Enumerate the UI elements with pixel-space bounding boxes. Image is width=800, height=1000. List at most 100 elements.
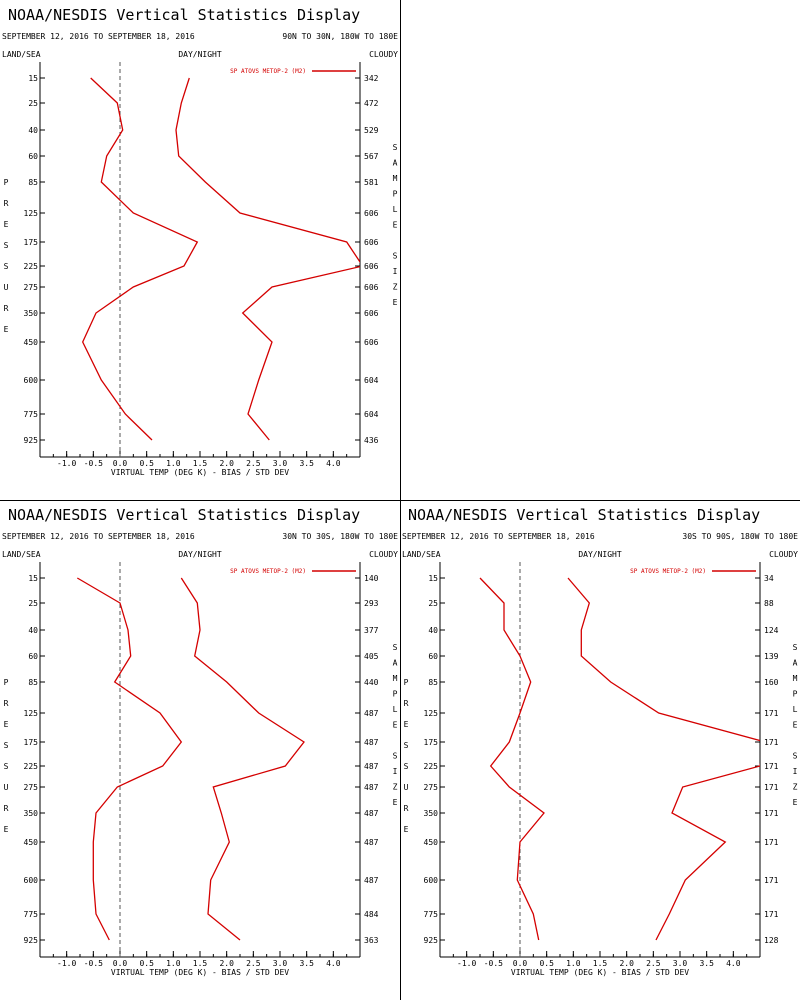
cloudy-label: CLOUDY [369, 550, 398, 559]
sample-size-label: 606 [364, 283, 379, 292]
x-tick-label: 1.0 [566, 959, 581, 968]
x-tick-label: 1.5 [193, 459, 208, 468]
sample-size-axis-letter: I [393, 267, 398, 276]
sample-size-axis-letter: L [793, 705, 798, 714]
x-tick-label: -1.0 [57, 459, 76, 468]
date-range: SEPTEMBER 12, 2016 TO SEPTEMBER 18, 2016 [2, 32, 195, 41]
sample-size-axis-letter: Z [393, 783, 398, 792]
sample-size-axis-letter: S [393, 752, 398, 761]
region-label: 90N TO 30N, 180W TO 180E [282, 32, 398, 41]
y-axis-label-letter: R [4, 699, 9, 708]
day-night-label: DAY/NIGHT [178, 50, 222, 59]
sample-size-label: 171 [764, 709, 779, 718]
pressure-tick-label: 15 [28, 74, 38, 83]
sample-size-label: 487 [364, 838, 379, 847]
pressure-tick-label: 175 [24, 238, 39, 247]
y-axis-label-letter: R [4, 304, 9, 313]
sample-size-axis-letter: M [393, 174, 398, 183]
pressure-tick-label: 15 [28, 574, 38, 583]
bias-line [76, 577, 183, 941]
x-tick-label: -0.5 [84, 459, 103, 468]
sample-size-label: 487 [364, 709, 379, 718]
sample-size-label: 487 [364, 762, 379, 771]
sample-size-label: 440 [364, 678, 379, 687]
sample-size-label: 377 [364, 626, 379, 635]
sample-size-label: 363 [364, 936, 379, 945]
sample-size-label: 405 [364, 652, 379, 661]
pressure-tick-label: 350 [24, 309, 39, 318]
sample-size-label: 171 [764, 783, 779, 792]
pressure-tick-label: 600 [24, 876, 39, 885]
land-sea-label: LAND/SEA [2, 50, 41, 59]
y-axis-label-letter: E [404, 720, 409, 729]
x-tick-label: -0.5 [484, 959, 503, 968]
pressure-tick-label: 925 [24, 436, 39, 445]
x-tick-label: 0.5 [139, 459, 154, 468]
pressure-tick-label: 275 [24, 783, 39, 792]
sample-size-label: 604 [364, 410, 379, 419]
x-tick-label: 1.0 [166, 459, 181, 468]
day-night-label: DAY/NIGHT [578, 550, 622, 559]
x-tick-label: 0.0 [113, 959, 128, 968]
x-tick-label: 2.5 [246, 459, 261, 468]
sample-size-label: 171 [764, 838, 779, 847]
pressure-tick-label: 775 [24, 410, 39, 419]
y-axis-label-letter: R [404, 699, 409, 708]
bias-line [81, 77, 199, 441]
sample-size-label: 436 [364, 436, 379, 445]
y-axis-label-letter: R [4, 199, 9, 208]
sample-size-axis-letter: E [393, 221, 398, 230]
sample-size-axis-letter: M [793, 674, 798, 683]
sample-size-axis-letter: S [393, 643, 398, 652]
chart-panels: NOAA/NESDIS Vertical Statistics Display S… [2, 6, 798, 977]
pressure-tick-label: 450 [24, 838, 39, 847]
y-axis-label-letter: U [404, 783, 409, 792]
legend-label: SP ATOVS METOP-2 (M2) [630, 568, 706, 575]
x-tick-label: 3.5 [699, 959, 714, 968]
sample-size-axis-letter: M [393, 674, 398, 683]
sample-size-label: 606 [364, 238, 379, 247]
x-tick-label: 3.5 [299, 459, 314, 468]
pressure-tick-label: 85 [28, 678, 38, 687]
x-tick-label: 3.0 [273, 959, 288, 968]
y-axis-label-letter: S [404, 741, 409, 750]
sample-size-label: 293 [364, 599, 379, 608]
sample-size-label: 342 [364, 74, 379, 83]
sample-size-label: 487 [364, 783, 379, 792]
x-tick-label: 0.5 [539, 959, 554, 968]
chart-title: NOAA/NESDIS Vertical Statistics Display [408, 506, 760, 524]
sample-size-label: 604 [364, 376, 379, 385]
y-axis-label-letter: S [4, 741, 9, 750]
sample-size-axis-letter: S [393, 143, 398, 152]
day-night-label: DAY/NIGHT [178, 550, 222, 559]
chart-panel-3: NOAA/NESDIS Vertical Statistics Display S… [402, 506, 798, 977]
sample-size-axis-letter: P [393, 690, 398, 699]
sample-size-label: 484 [364, 910, 379, 919]
pressure-tick-label: 40 [28, 626, 38, 635]
sample-size-axis-letter: A [393, 159, 398, 168]
sample-size-label: 487 [364, 738, 379, 747]
sample-size-axis-letter: S [793, 752, 798, 761]
pressure-tick-label: 925 [24, 936, 39, 945]
chart-title: NOAA/NESDIS Vertical Statistics Display [8, 6, 360, 24]
sample-size-label: 160 [764, 678, 779, 687]
sample-size-axis-letter: E [793, 798, 798, 807]
chart-panel-2: NOAA/NESDIS Vertical Statistics Display S… [2, 506, 398, 977]
pressure-tick-label: 125 [424, 709, 439, 718]
pressure-tick-label: 60 [28, 652, 38, 661]
y-axis-label-letter: S [4, 241, 9, 250]
sample-size-axis-letter: Z [793, 783, 798, 792]
x-tick-label: 3.0 [673, 959, 688, 968]
x-tick-label: 0.0 [513, 959, 528, 968]
sample-size-label: 171 [764, 738, 779, 747]
pressure-tick-label: 25 [28, 99, 38, 108]
y-axis-label-letter: E [4, 325, 9, 334]
y-axis-label-letter: R [4, 804, 9, 813]
cloudy-label: CLOUDY [769, 550, 798, 559]
std-dev-line [567, 577, 760, 941]
pressure-tick-label: 175 [24, 738, 39, 747]
legend-label: SP ATOVS METOP-2 (M2) [230, 568, 306, 575]
pressure-tick-label: 775 [24, 910, 39, 919]
pressure-tick-label: 275 [424, 783, 439, 792]
x-tick-label: 4.0 [326, 459, 341, 468]
